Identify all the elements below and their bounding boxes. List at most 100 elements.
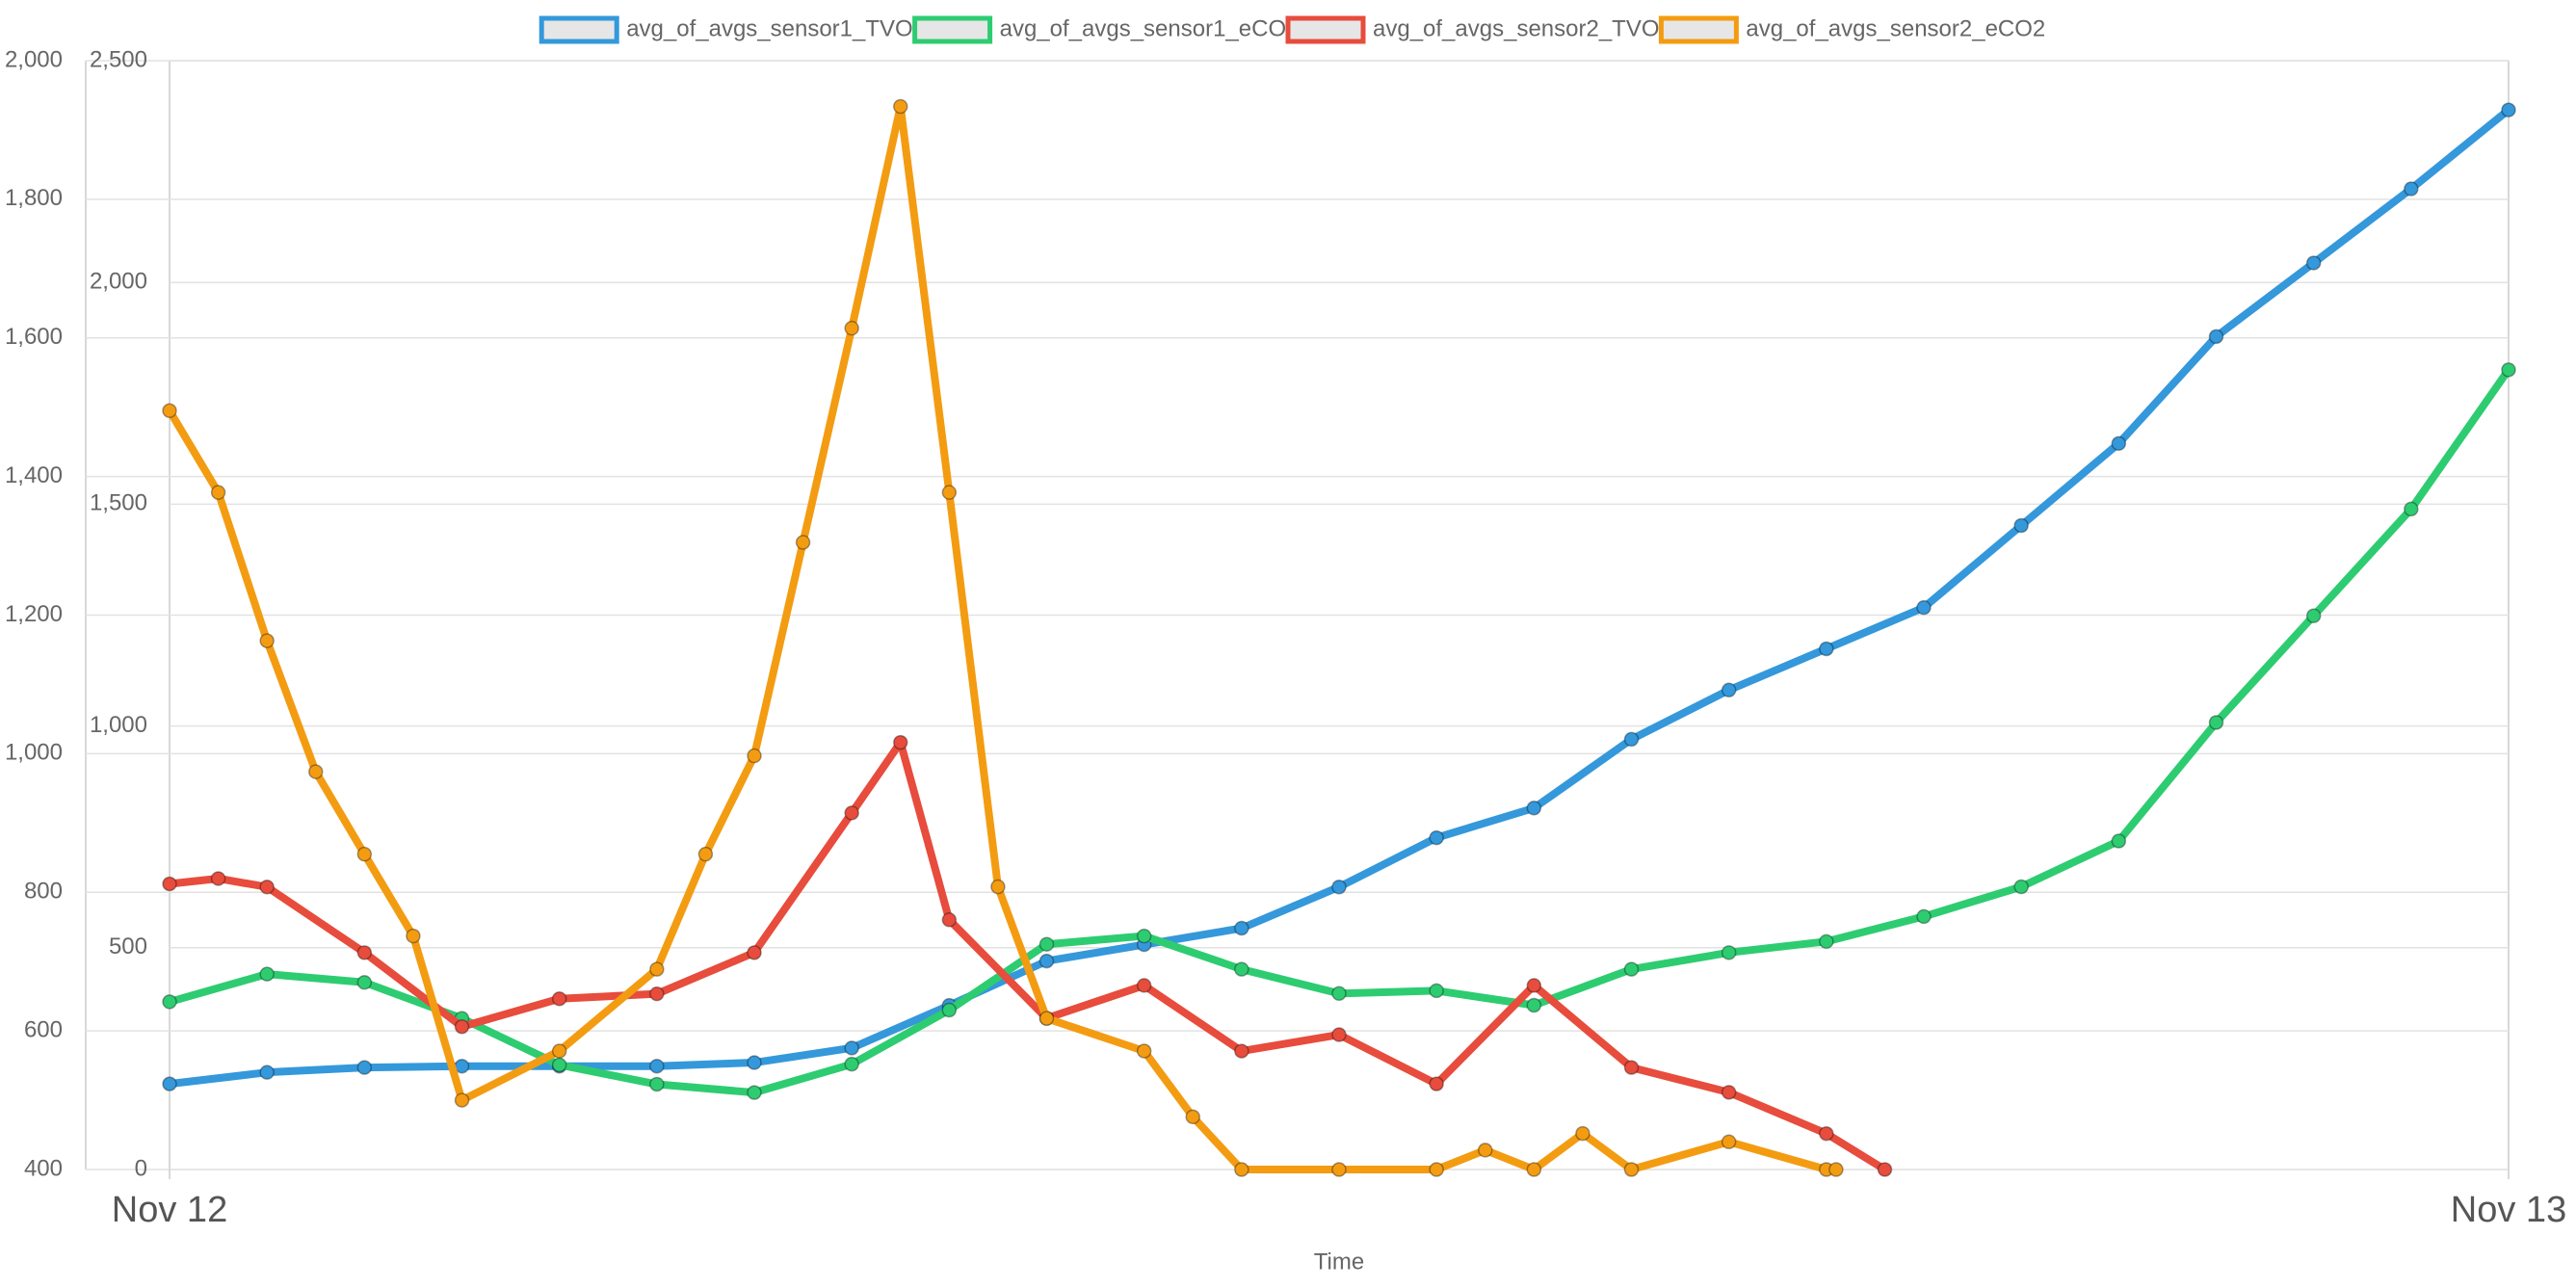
y-tick-label: 2,000 xyxy=(5,46,63,72)
point xyxy=(844,1040,859,1056)
point xyxy=(1331,1162,1347,1177)
point xyxy=(649,986,665,1002)
series-line xyxy=(169,106,2511,1089)
series xyxy=(162,362,2516,1100)
point xyxy=(1721,1134,1737,1149)
point xyxy=(1234,920,1249,936)
point xyxy=(844,320,859,336)
point xyxy=(210,871,226,886)
point xyxy=(1526,997,1542,1013)
point xyxy=(162,876,177,892)
point xyxy=(1623,961,1640,977)
point xyxy=(1623,731,1640,748)
point xyxy=(747,1055,762,1070)
point xyxy=(1038,936,1055,952)
point xyxy=(1721,945,1737,960)
point xyxy=(2013,517,2029,534)
point xyxy=(1136,1043,1152,1059)
point xyxy=(551,1043,567,1059)
point xyxy=(893,98,908,115)
point xyxy=(454,1092,470,1108)
point xyxy=(1331,1027,1347,1042)
legend: avg_of_avgs_sensor1_TVOC avg_of_avgs_sens… xyxy=(539,15,2045,44)
point xyxy=(1429,829,1444,846)
point xyxy=(990,879,1006,895)
point xyxy=(747,945,762,960)
point xyxy=(356,1060,373,1075)
point xyxy=(1819,933,1834,950)
point xyxy=(1185,1109,1200,1125)
legend-label: avg_of_avgs_sensor1_TVOC xyxy=(626,15,930,41)
point xyxy=(259,879,275,895)
point xyxy=(1136,978,1152,993)
point xyxy=(697,846,714,862)
y2-tick-label: 2,000 xyxy=(90,269,147,295)
point xyxy=(1916,908,1932,925)
y2-tick-label: 500 xyxy=(109,933,147,959)
legend-swatch xyxy=(539,15,619,44)
x-axis-title: Time xyxy=(1314,1249,1364,1275)
series xyxy=(162,98,1844,1177)
point xyxy=(308,764,324,779)
point xyxy=(356,846,373,862)
point xyxy=(162,403,177,419)
point xyxy=(1623,1162,1640,1177)
point xyxy=(551,990,567,1007)
point xyxy=(2501,102,2516,118)
point xyxy=(1877,1162,1893,1177)
point xyxy=(941,1002,958,1018)
x-tick-label: Nov 13 xyxy=(2451,1190,2566,1230)
legend-label: avg_of_avgs_sensor2_TVOC xyxy=(1373,15,1676,41)
point xyxy=(551,1057,567,1073)
y-tick-label: 800 xyxy=(24,879,63,905)
point xyxy=(844,1056,859,1072)
point xyxy=(1575,1125,1590,1142)
point xyxy=(2208,715,2224,730)
point xyxy=(649,1058,665,1074)
point xyxy=(649,1076,665,1092)
point xyxy=(2305,608,2322,623)
point xyxy=(1828,1162,1844,1177)
point xyxy=(2111,435,2127,452)
point xyxy=(1234,1043,1249,1059)
point xyxy=(941,912,958,928)
point xyxy=(649,961,665,977)
series-line xyxy=(166,102,1836,1173)
y-tick-label: 600 xyxy=(24,1016,63,1042)
point xyxy=(1526,1162,1542,1177)
point xyxy=(747,1085,762,1100)
point xyxy=(2501,362,2516,378)
point xyxy=(162,994,177,1010)
point xyxy=(747,748,762,764)
point xyxy=(1819,1125,1834,1142)
point xyxy=(2013,879,2029,895)
point xyxy=(1429,983,1444,999)
y-tick-label: 1,000 xyxy=(5,740,63,766)
legend-swatch xyxy=(1285,15,1366,44)
point xyxy=(1234,1162,1249,1177)
point xyxy=(1429,1076,1444,1091)
y2-tick-label: 1,000 xyxy=(90,712,147,738)
series-line xyxy=(168,367,2512,1097)
point xyxy=(2305,255,2322,271)
point xyxy=(941,485,958,500)
y2-tick-label: 1,500 xyxy=(90,490,147,516)
point xyxy=(1623,1060,1640,1075)
legend-swatch xyxy=(912,15,993,44)
point xyxy=(1721,682,1737,698)
legend-swatch xyxy=(1658,15,1739,44)
point xyxy=(1526,801,1542,816)
point xyxy=(259,1065,275,1080)
point xyxy=(259,633,275,648)
legend-label: avg_of_avgs_sensor2_eCO2 xyxy=(1746,15,2045,41)
point xyxy=(893,734,908,750)
point xyxy=(1234,961,1249,977)
y-tick-label: 1,600 xyxy=(5,324,63,350)
series xyxy=(162,102,2516,1091)
point xyxy=(1038,953,1055,969)
point xyxy=(1429,1162,1444,1177)
point xyxy=(2404,181,2419,197)
point xyxy=(1038,1011,1055,1026)
point xyxy=(1526,978,1542,993)
